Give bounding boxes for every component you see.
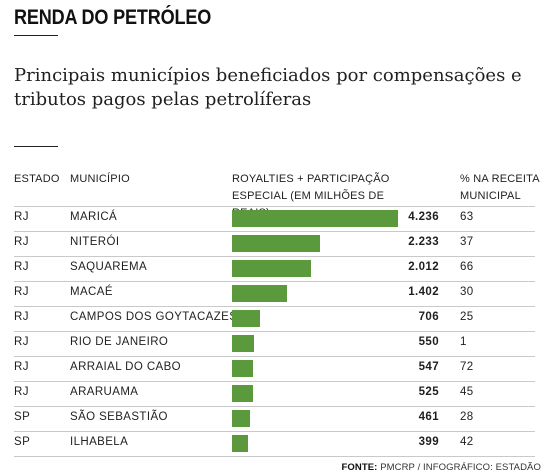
pct-receita-cell: 63 (460, 211, 474, 223)
pct-receita-cell: 28 (460, 411, 474, 423)
pct-receita-cell: 42 (460, 436, 474, 448)
royalties-bar (232, 210, 398, 227)
royalties-value-label: 1.402 (408, 286, 439, 298)
table-row: RJ SAQUAREMA 2.012 66 (14, 256, 535, 281)
royalties-bar (232, 385, 253, 402)
municipio-cell: MARICÁ (70, 211, 118, 223)
municipio-cell: ARRAIAL DO CABO (70, 361, 182, 373)
royalties-value-label: 2.233 (408, 236, 439, 248)
municipio-cell: ILHABELA (70, 436, 129, 448)
royalties-value-label: 547 (418, 361, 439, 373)
estado-cell: RJ (14, 311, 29, 323)
royalties-value-label: 525 (418, 386, 439, 398)
subtitle-rule (14, 146, 58, 147)
royalties-bar (232, 310, 260, 327)
estado-cell: SP (14, 436, 31, 448)
source-text: PMCRP / INFOGRÁFICO: ESTADÃO (380, 462, 541, 473)
table-row: RJ RIO DE JANEIRO 550 1 (14, 331, 535, 356)
royalties-bar (232, 410, 250, 427)
pct-receita-cell: 30 (460, 286, 474, 298)
pct-receita-cell: 66 (460, 261, 474, 273)
municipio-cell: NITERÓI (70, 236, 120, 248)
royalties-value-label: 461 (418, 411, 439, 423)
column-header-royalties-line1: ROYALTIES + PARTICIPAÇÃO (232, 173, 390, 185)
municipio-cell: CAMPOS DOS GOYTACAZES (70, 311, 238, 323)
table-row: RJ MARICÁ 4.236 63 (14, 206, 535, 231)
column-header-estado: ESTADO (14, 173, 60, 185)
column-header-pct-line1: % NA RECEITA (460, 173, 540, 185)
estado-cell: RJ (14, 336, 29, 348)
estado-cell: RJ (14, 386, 29, 398)
pct-receita-cell: 72 (460, 361, 474, 373)
pct-receita-cell: 45 (460, 386, 474, 398)
royalties-value-label: 550 (418, 336, 439, 348)
royalties-bar (232, 435, 248, 452)
royalties-value-label: 399 (418, 436, 439, 448)
municipio-cell: ARARUAMA (70, 386, 139, 398)
royalties-bar (232, 335, 254, 352)
chart-subtitle: Principais municípios beneficiados por c… (14, 65, 522, 110)
estado-cell: RJ (14, 236, 29, 248)
royalties-bar (232, 235, 320, 252)
source-note: FONTE: PMCRP / INFOGRÁFICO: ESTADÃO (341, 462, 541, 473)
estado-cell: RJ (14, 286, 29, 298)
table-row: RJ NITERÓI 2.233 37 (14, 231, 535, 256)
table-row: RJ ARRAIAL DO CABO 547 72 (14, 356, 535, 381)
royalties-value-label: 4.236 (408, 211, 439, 223)
source-label: FONTE: (341, 462, 378, 473)
table-row: SP SÃO SEBASTIÃO 461 28 (14, 406, 535, 431)
table-row: RJ CAMPOS DOS GOYTACAZES 706 25 (14, 306, 535, 331)
royalties-bar (232, 360, 253, 377)
pct-receita-cell: 37 (460, 236, 474, 248)
estado-cell: RJ (14, 261, 29, 273)
table-row: RJ ARARUAMA 525 45 (14, 381, 535, 406)
municipio-cell: SAQUAREMA (70, 261, 148, 273)
column-header-pct-line2: MUNICIPAL (460, 190, 521, 202)
chart-table: RJ MARICÁ 4.236 63 RJ NITERÓI 2.233 37 RJ SAQUARE… (14, 206, 535, 457)
royalties-value-label: 706 (418, 311, 439, 323)
table-row: SP ILHABELA 399 42 (14, 431, 535, 457)
royalties-value-label: 2.012 (408, 261, 439, 273)
column-header-pct: % NA RECEITA MUNICIPAL (460, 171, 545, 205)
pct-receita-cell: 25 (460, 311, 474, 323)
estado-cell: RJ (14, 211, 29, 223)
municipio-cell: RIO DE JANEIRO (70, 336, 169, 348)
estado-cell: RJ (14, 361, 29, 373)
estado-cell: SP (14, 411, 31, 423)
municipio-cell: SÃO SEBASTIÃO (70, 411, 168, 423)
column-header-municipio: MUNICÍPIO (70, 173, 130, 185)
table-row: RJ MACAÉ 1.402 30 (14, 281, 535, 306)
section-title: RENDA DO PETRÓLEO (14, 6, 212, 29)
royalties-bar (232, 285, 287, 302)
royalties-bar (232, 260, 311, 277)
title-rule (14, 35, 58, 36)
municipio-cell: MACAÉ (70, 286, 113, 298)
pct-receita-cell: 1 (460, 336, 467, 348)
